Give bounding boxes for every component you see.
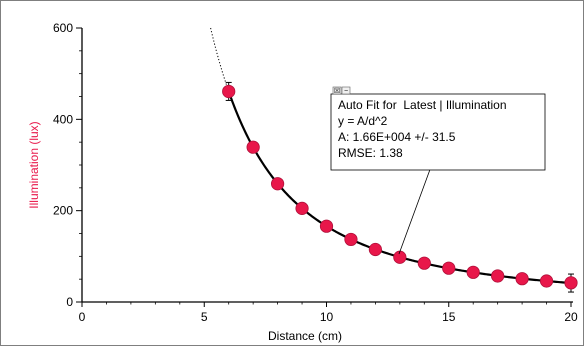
- y-axis-label: Illumination (lux): [27, 121, 41, 208]
- fit-extrapolation: [210, 27, 230, 92]
- y-tick-label: 400: [53, 112, 73, 126]
- data-point: [417, 256, 431, 270]
- x-tick-label: 15: [442, 310, 456, 324]
- data-point: [515, 272, 529, 286]
- y-tick-label: 0: [66, 295, 73, 309]
- data-point: [491, 269, 505, 283]
- annotation-equation: y = A/d^2: [338, 114, 388, 128]
- annotation-title: Auto Fit for Latest | Illumination: [338, 98, 507, 112]
- data-point: [466, 265, 480, 279]
- data-point: [246, 140, 260, 154]
- y-tick-label: 200: [53, 204, 73, 218]
- annotation-leader-line: [398, 163, 433, 255]
- x-tick-label: 0: [79, 310, 86, 324]
- y-tick-label: 600: [53, 21, 73, 35]
- annotation-close-icon[interactable]: ☒: [334, 87, 340, 95]
- data-point: [295, 201, 309, 215]
- annotation-rmse: RMSE: 1.38: [338, 146, 403, 160]
- annotation-minimize-icon[interactable]: −: [344, 88, 348, 95]
- x-axis-label: Distance (cm): [268, 329, 342, 343]
- data-point: [319, 219, 334, 233]
- data-point: [539, 274, 554, 288]
- annotation-parameter: A: 1.66E+004 +/- 31.5: [338, 130, 456, 144]
- x-tick-label: 5: [201, 310, 208, 324]
- data-point: [222, 84, 236, 99]
- data-point: [344, 232, 358, 247]
- annotation-window-controls: ☒ −: [332, 86, 351, 95]
- data-point: [393, 250, 407, 264]
- x-tick-label: 20: [564, 310, 578, 324]
- data-point: [368, 242, 382, 257]
- data-point: [270, 177, 285, 191]
- data-point: [442, 261, 456, 275]
- data-point: [564, 276, 578, 290]
- x-tick-label: 10: [320, 310, 334, 324]
- fit-annotation-box[interactable]: ☒ − Auto Fit for Latest | Illumination y…: [330, 86, 546, 171]
